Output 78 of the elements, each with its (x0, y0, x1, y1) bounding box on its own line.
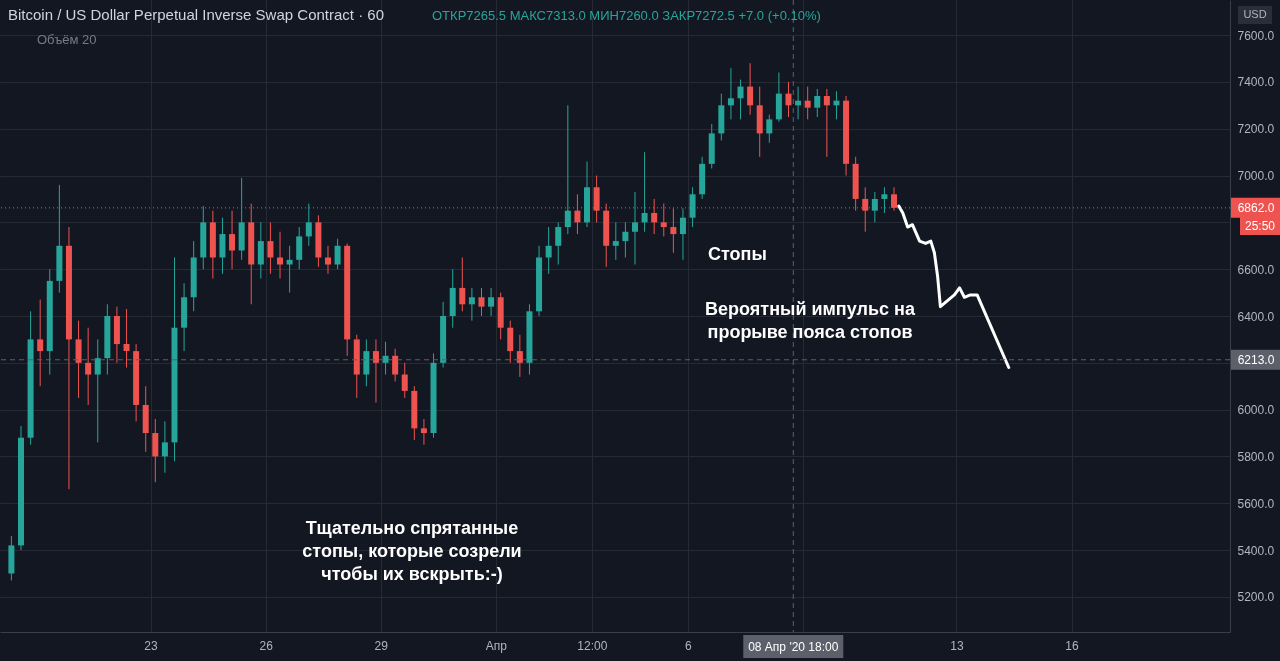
candlestick (229, 210, 236, 270)
candlestick (324, 245, 331, 275)
candlestick (392, 348, 399, 383)
x-tick-label: 23 (144, 638, 158, 653)
candlestick (420, 418, 427, 446)
candlestick (468, 287, 475, 322)
ref-line-label: 08 Апр '20 18:00 (748, 640, 839, 654)
candlestick (747, 62, 754, 116)
y-tick-label: 6600.0 (1237, 262, 1275, 277)
x-tick-label: 12:00 (577, 638, 608, 653)
candlestick (363, 338, 370, 387)
y-tick-label: 5400.0 (1237, 543, 1275, 558)
candlestick (737, 79, 744, 120)
candlestick (267, 221, 274, 275)
candlestick (785, 81, 792, 118)
candlestick (631, 191, 638, 265)
candlestick (727, 67, 734, 120)
candlestick (766, 114, 773, 144)
candlestick (305, 203, 312, 247)
y-tick-label: 7400.0 (1237, 75, 1275, 90)
candlestick (334, 238, 341, 270)
candlestick (622, 221, 629, 258)
candlestick (37, 299, 44, 387)
candlestick (219, 217, 226, 275)
candlestick (823, 88, 830, 158)
candlestick (564, 104, 571, 235)
candlestick (679, 207, 686, 261)
candlestick (871, 191, 878, 223)
candlestick (123, 308, 130, 368)
candlestick (689, 186, 696, 228)
y-tick-label: 6000.0 (1237, 403, 1275, 418)
candlestick (612, 221, 619, 261)
x-tick-label: Апр (485, 638, 508, 653)
ref-line-label: 6862.0 (1237, 200, 1275, 215)
candlestick (75, 320, 82, 399)
candlestick (555, 221, 562, 265)
x-tick-label: 16 (1065, 638, 1079, 653)
candlestick (804, 86, 811, 120)
y-tick-label: 6400.0 (1237, 309, 1275, 324)
y-tick-label: 5200.0 (1237, 590, 1275, 605)
candlestick (94, 338, 101, 443)
candlestick (161, 420, 168, 474)
candlestick (152, 418, 159, 483)
y-tick-label: 5600.0 (1237, 496, 1275, 511)
candlestick (516, 334, 523, 378)
candlestick (277, 231, 284, 280)
text: ОТКР7265.5 МАКС7313.0 МИН7260.0 ЗАКР7272.5 +7.0 (+0.10%) (432, 8, 821, 23)
candlestick (286, 245, 293, 294)
x-tick-label: 13 (950, 638, 964, 653)
y-tick-label: 7000.0 (1237, 169, 1275, 184)
candlestick (382, 341, 389, 376)
ref-line-label: 6213.0 (1237, 352, 1275, 367)
candlestick (85, 327, 92, 406)
text: 25:50 (1244, 219, 1276, 233)
candlestick (401, 362, 408, 399)
candlestick (488, 287, 495, 317)
y-tick-label: 5800.0 (1237, 449, 1275, 464)
annotation: Стопы (708, 244, 767, 264)
candlestick (478, 287, 485, 317)
candlestick (814, 88, 821, 118)
chart-title: Bitcoin / US Dollar Perpetual Inverse Swap Contract · 60 (8, 6, 385, 23)
candlestick (881, 186, 888, 214)
y-tick-label: 7600.0 (1237, 28, 1275, 43)
candlestick (296, 226, 303, 270)
candlestick (257, 221, 264, 280)
candlestick (459, 256, 466, 312)
annotation: Объём 20 (37, 32, 97, 47)
annotation: Вероятный импульс на прорыве пояса стопов (705, 299, 916, 342)
y-tick-label: 7200.0 (1237, 122, 1275, 137)
candlestick (507, 320, 514, 364)
candlestick (545, 226, 552, 275)
x-tick-label: 6 (684, 638, 692, 653)
annotation: Тщательно спрятанные стопы, которые созрели чтобы их вскрыть:-) (302, 518, 522, 584)
candlestick (372, 338, 379, 404)
x-tick-label: 29 (374, 638, 389, 653)
text: USD (1243, 8, 1267, 20)
x-tick-label: 26 (259, 638, 274, 653)
candlestick (641, 151, 648, 233)
